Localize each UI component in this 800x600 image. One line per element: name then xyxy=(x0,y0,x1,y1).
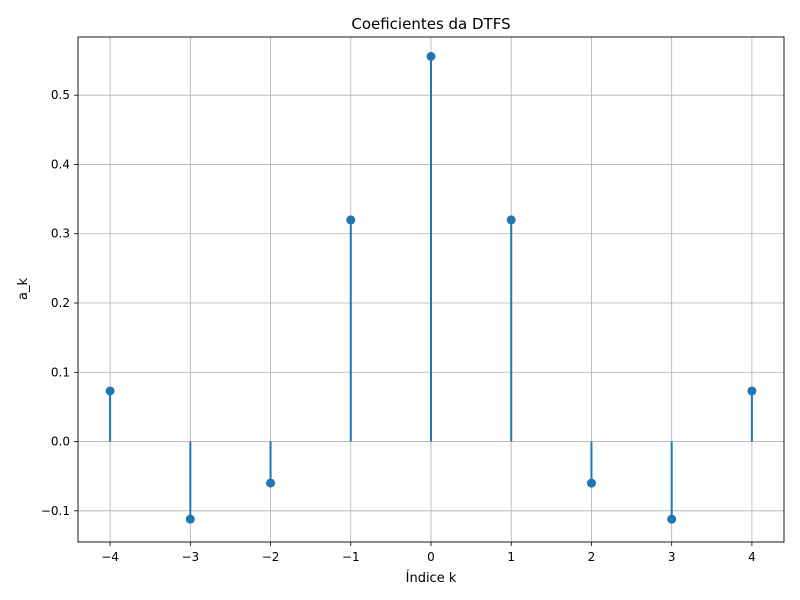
x-tick-label: −3 xyxy=(181,550,199,564)
x-tick-label: −2 xyxy=(262,550,280,564)
stem-marker xyxy=(506,215,516,225)
y-axis-ticks: −0.1 0.0 0.1 0.2 0.3 0.4 0.5 xyxy=(41,88,78,518)
x-tick-label: 2 xyxy=(588,550,596,564)
chart-title: Coeficientes da DTFS xyxy=(351,15,510,33)
y-tick-label: 0.0 xyxy=(51,435,70,449)
x-tick-label: 4 xyxy=(748,550,756,564)
y-tick-label: 0.3 xyxy=(51,227,70,241)
x-tick-label: 0 xyxy=(427,550,435,564)
x-tick-label: 3 xyxy=(668,550,676,564)
y-tick-label: 0.5 xyxy=(51,88,70,102)
x-tick-label: −4 xyxy=(101,550,119,564)
y-tick-label: 0.4 xyxy=(51,157,70,171)
x-axis-label: Índice k xyxy=(406,570,457,586)
stem-marker xyxy=(586,478,596,488)
stem-marker xyxy=(667,514,677,524)
x-tick-label: 1 xyxy=(507,550,515,564)
x-axis-ticks: −4 −3 −2 −1 0 1 2 3 4 xyxy=(101,542,756,564)
markers xyxy=(105,51,757,524)
x-tick-label: −1 xyxy=(342,550,360,564)
y-tick-label: 0.2 xyxy=(51,296,70,310)
y-tick-label: 0.1 xyxy=(51,365,70,379)
stem-marker xyxy=(747,386,757,396)
stem-marker xyxy=(185,514,195,524)
y-axis-label: a_k xyxy=(16,278,31,300)
stem-marker xyxy=(266,478,276,488)
stem-marker xyxy=(105,386,115,396)
stem-marker xyxy=(426,51,436,61)
stem-marker xyxy=(346,215,356,225)
y-tick-label: −0.1 xyxy=(41,504,70,518)
stems xyxy=(109,56,753,520)
